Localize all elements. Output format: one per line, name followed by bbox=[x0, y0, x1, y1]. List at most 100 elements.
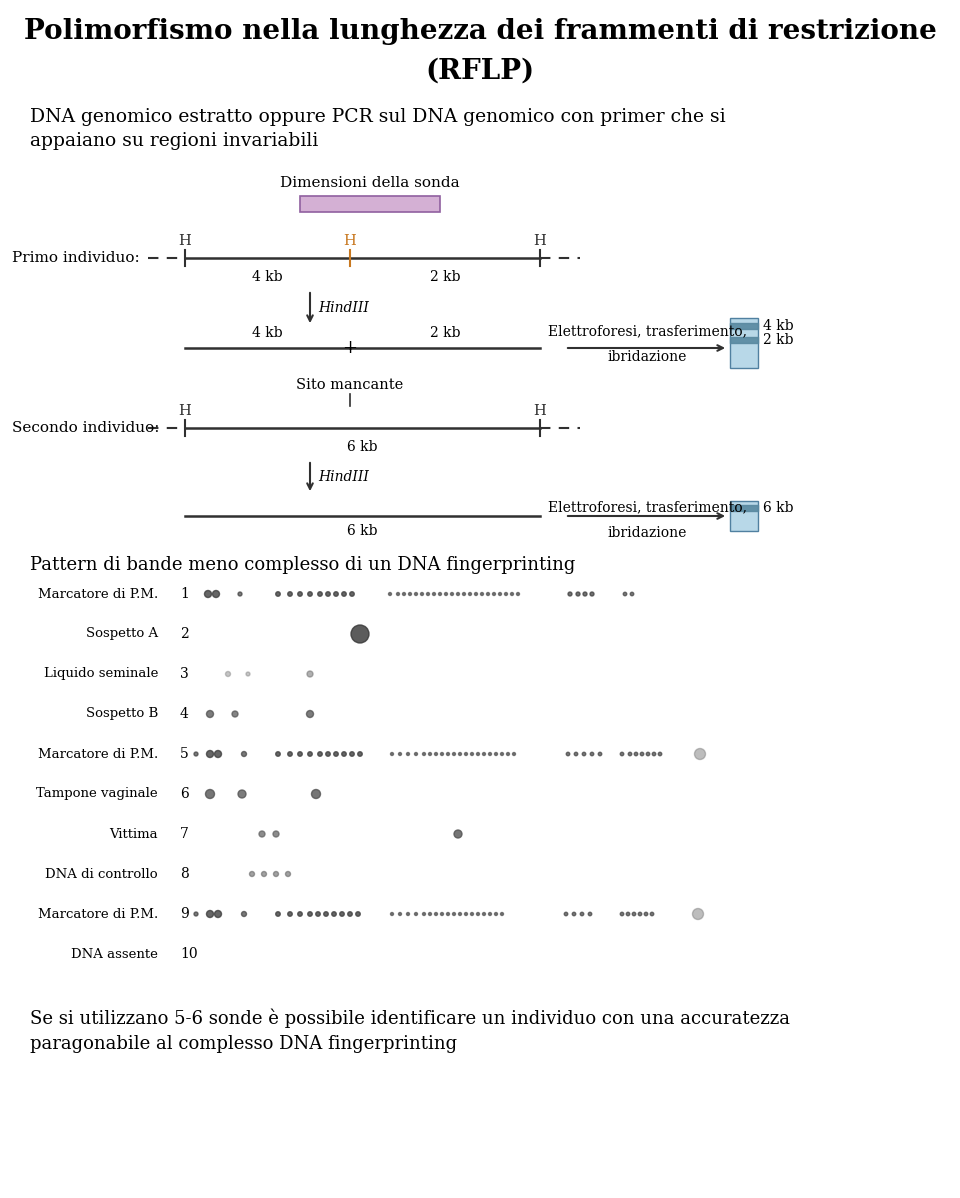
Text: 4 kb: 4 kb bbox=[252, 326, 282, 340]
Circle shape bbox=[505, 593, 508, 595]
Circle shape bbox=[308, 752, 312, 756]
Circle shape bbox=[342, 592, 347, 597]
Circle shape bbox=[324, 912, 328, 916]
Circle shape bbox=[212, 591, 220, 598]
Circle shape bbox=[494, 913, 497, 915]
Circle shape bbox=[623, 592, 627, 595]
Circle shape bbox=[276, 592, 280, 597]
Text: Tampone vaginale: Tampone vaginale bbox=[36, 787, 158, 800]
Circle shape bbox=[511, 593, 514, 595]
Text: Vittima: Vittima bbox=[109, 828, 158, 841]
Text: Marcatore di P.M.: Marcatore di P.M. bbox=[37, 908, 158, 920]
Circle shape bbox=[415, 593, 418, 595]
Text: Liquido seminale: Liquido seminale bbox=[43, 667, 158, 680]
Circle shape bbox=[226, 672, 230, 677]
Text: H: H bbox=[179, 404, 191, 418]
Circle shape bbox=[206, 710, 213, 718]
Circle shape bbox=[498, 593, 501, 595]
Circle shape bbox=[435, 752, 438, 756]
Circle shape bbox=[325, 752, 330, 756]
Circle shape bbox=[454, 830, 462, 837]
Circle shape bbox=[406, 913, 410, 915]
Circle shape bbox=[288, 912, 292, 916]
Circle shape bbox=[646, 752, 650, 756]
Circle shape bbox=[439, 593, 442, 595]
Text: paragonabile al complesso DNA fingerprinting: paragonabile al complesso DNA fingerprin… bbox=[30, 1035, 457, 1053]
Circle shape bbox=[402, 593, 405, 595]
Text: 9: 9 bbox=[180, 907, 189, 921]
Text: 2 kb: 2 kb bbox=[430, 326, 460, 340]
Circle shape bbox=[494, 752, 497, 756]
Text: appaiano su regioni invariabili: appaiano su regioni invariabili bbox=[30, 132, 319, 150]
Circle shape bbox=[564, 912, 567, 915]
Circle shape bbox=[276, 912, 280, 916]
Circle shape bbox=[452, 913, 455, 915]
Circle shape bbox=[463, 593, 466, 595]
Bar bbox=[730, 501, 758, 531]
Text: Marcatore di P.M.: Marcatore di P.M. bbox=[37, 748, 158, 761]
Circle shape bbox=[652, 752, 656, 756]
Text: 1: 1 bbox=[180, 587, 189, 601]
Circle shape bbox=[348, 912, 352, 916]
Circle shape bbox=[274, 871, 278, 877]
Circle shape bbox=[334, 592, 338, 597]
Circle shape bbox=[428, 913, 431, 915]
Circle shape bbox=[507, 752, 510, 756]
Circle shape bbox=[635, 752, 637, 756]
Circle shape bbox=[457, 593, 460, 595]
Circle shape bbox=[358, 752, 362, 756]
Circle shape bbox=[489, 752, 492, 756]
Circle shape bbox=[568, 592, 572, 595]
Circle shape bbox=[396, 593, 399, 595]
Circle shape bbox=[444, 593, 447, 595]
Circle shape bbox=[465, 913, 468, 915]
Circle shape bbox=[626, 912, 630, 915]
Text: 6: 6 bbox=[180, 787, 189, 801]
Circle shape bbox=[465, 752, 468, 756]
Circle shape bbox=[694, 749, 706, 760]
Circle shape bbox=[206, 750, 213, 757]
Text: 6 kb: 6 kb bbox=[763, 501, 794, 515]
Circle shape bbox=[433, 593, 436, 595]
Text: Sospetto B: Sospetto B bbox=[85, 708, 158, 720]
Circle shape bbox=[316, 912, 321, 916]
Circle shape bbox=[232, 710, 238, 716]
Circle shape bbox=[598, 752, 602, 756]
Text: Sospetto A: Sospetto A bbox=[85, 628, 158, 641]
Circle shape bbox=[356, 912, 360, 916]
Text: HindIII: HindIII bbox=[318, 470, 369, 484]
Text: Pattern di bande meno complesso di un DNA fingerprinting: Pattern di bande meno complesso di un DN… bbox=[30, 556, 575, 574]
Circle shape bbox=[242, 751, 247, 756]
Text: H: H bbox=[534, 234, 546, 248]
Circle shape bbox=[194, 912, 198, 916]
Circle shape bbox=[391, 913, 394, 915]
Text: ibridazione: ibridazione bbox=[608, 526, 686, 540]
Circle shape bbox=[420, 593, 423, 595]
Circle shape bbox=[441, 752, 444, 756]
Circle shape bbox=[588, 912, 591, 915]
Circle shape bbox=[246, 672, 250, 676]
Circle shape bbox=[476, 752, 479, 756]
Circle shape bbox=[259, 831, 265, 837]
Text: H: H bbox=[344, 234, 356, 248]
Circle shape bbox=[576, 592, 580, 595]
Circle shape bbox=[308, 912, 312, 916]
Circle shape bbox=[446, 752, 449, 756]
Circle shape bbox=[351, 625, 369, 643]
Text: 4: 4 bbox=[180, 707, 189, 721]
Circle shape bbox=[238, 789, 246, 798]
Text: DNA assente: DNA assente bbox=[71, 948, 158, 961]
Circle shape bbox=[483, 913, 486, 915]
Circle shape bbox=[409, 593, 412, 595]
Circle shape bbox=[590, 752, 593, 756]
Circle shape bbox=[590, 592, 594, 595]
Circle shape bbox=[250, 871, 254, 877]
Circle shape bbox=[441, 913, 444, 915]
Circle shape bbox=[342, 752, 347, 756]
Circle shape bbox=[340, 912, 345, 916]
Circle shape bbox=[638, 912, 641, 915]
Circle shape bbox=[516, 593, 519, 595]
Circle shape bbox=[628, 752, 632, 756]
Circle shape bbox=[487, 593, 490, 595]
Circle shape bbox=[489, 913, 492, 915]
